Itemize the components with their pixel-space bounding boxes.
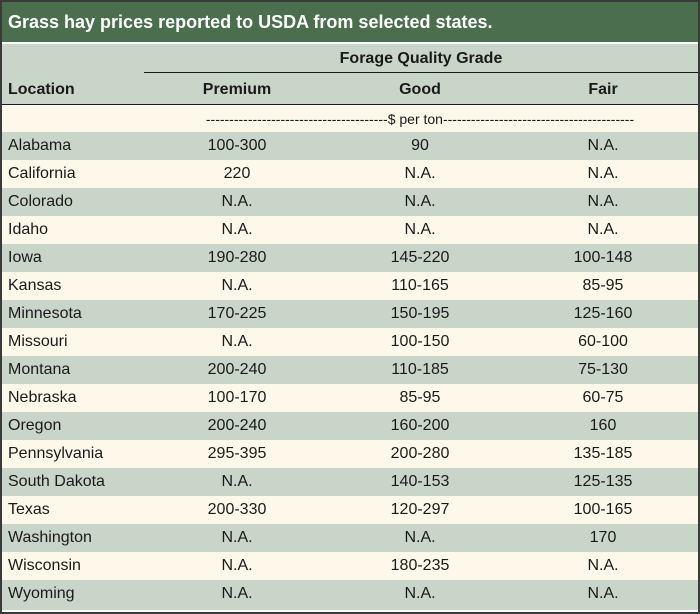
table-row: Idaho N.A. N.A. N.A. <box>2 216 698 244</box>
cell-premium: 220 <box>223 165 251 182</box>
cell-good: 160-200 <box>390 417 450 434</box>
cell-location: Idaho <box>8 221 49 238</box>
cell-location: Wisconsin <box>8 557 81 574</box>
cell-premium: 200-330 <box>207 501 267 518</box>
table-row: Wyoming N.A. N.A. N.A. <box>2 580 698 610</box>
group-header-forage-quality: Forage Quality Grade <box>339 50 503 67</box>
table-header: Forage Quality Grade Location Premium Go… <box>2 44 698 104</box>
cell-good: 110-185 <box>391 361 449 378</box>
cell-fair: N.A. <box>587 221 619 238</box>
cell-good: N.A. <box>404 193 436 210</box>
cell-fair: 125-160 <box>573 305 633 322</box>
cell-premium: 190-280 <box>207 249 267 266</box>
column-header-good: Good <box>399 81 441 98</box>
table-title: Grass hay prices reported to USDA from s… <box>2 2 698 42</box>
cell-premium: 170-225 <box>207 305 267 322</box>
cell-premium: N.A. <box>221 333 253 350</box>
cell-premium: N.A. <box>221 529 253 546</box>
table-row: Nebraska 100-170 85-95 60-75 <box>2 384 698 412</box>
cell-location: Minnesota <box>8 305 82 322</box>
cell-good: 180-235 <box>390 557 450 574</box>
cell-good: 120-297 <box>390 501 450 518</box>
cell-location: California <box>8 165 76 182</box>
cell-location: Nebraska <box>8 389 77 406</box>
cell-fair: N.A. <box>587 585 619 602</box>
cell-premium: 295-395 <box>207 445 267 462</box>
table-row: Texas 200-330 120-297 100-165 <box>2 496 698 524</box>
cell-location: Missouri <box>8 333 68 350</box>
column-header-location: Location <box>8 81 75 98</box>
table-body: Alabama 100-300 90 N.A. California 220 N.A. N.A… <box>2 132 698 610</box>
cell-good: 200-280 <box>390 445 450 462</box>
cell-fair: 75-130 <box>578 361 628 378</box>
cell-fair: 100-148 <box>573 249 633 266</box>
table-row: South Dakota N.A. 140-153 125-135 <box>2 468 698 496</box>
table-row: Oregon 200-240 160-200 160 <box>2 412 698 440</box>
cell-location: Wyoming <box>8 585 75 602</box>
cell-location: Kansas <box>8 277 62 294</box>
cell-good: 85-95 <box>399 389 441 406</box>
cell-location: Iowa <box>8 249 42 266</box>
table-row: Kansas N.A. 110-165 85-95 <box>2 272 698 300</box>
cell-fair: 135-185 <box>573 445 633 462</box>
cell-good: 140-153 <box>390 473 450 490</box>
cell-fair: N.A. <box>587 137 619 154</box>
cell-good: 150-195 <box>390 305 450 322</box>
table-row: Colorado N.A. N.A. N.A. <box>2 188 698 216</box>
cell-fair: N.A. <box>587 193 619 210</box>
table-row: Montana 200-240 110-185 75-130 <box>2 356 698 384</box>
cell-location: Washington <box>8 529 92 546</box>
cell-premium: 100-300 <box>207 137 267 154</box>
table-row: Iowa 190-280 145-220 100-148 <box>2 244 698 272</box>
table-row: Alabama 100-300 90 N.A. <box>2 132 698 160</box>
cell-location: Texas <box>8 501 50 518</box>
cell-fair: 85-95 <box>582 277 624 294</box>
cell-good: 90 <box>411 137 429 154</box>
cell-fair: 60-100 <box>578 333 628 350</box>
cell-good: N.A. <box>404 221 436 238</box>
table-row: Wisconsin N.A. 180-235 N.A. <box>2 552 698 580</box>
cell-good: N.A. <box>404 529 436 546</box>
cell-good: 110-165 <box>391 277 449 294</box>
cell-premium: N.A. <box>221 473 253 490</box>
table-row: Washington N.A. N.A. 170 <box>2 524 698 552</box>
cell-premium: 100-170 <box>207 389 267 406</box>
column-header-premium: Premium <box>202 81 272 98</box>
cell-good: 100-150 <box>390 333 450 350</box>
cell-location: South Dakota <box>8 473 105 490</box>
cell-good: N.A. <box>404 585 436 602</box>
units-label: ---------------------------------------$… <box>205 111 635 127</box>
cell-premium: N.A. <box>221 277 253 294</box>
cell-fair: 100-165 <box>573 501 633 518</box>
cell-fair: 170 <box>589 529 617 546</box>
cell-location: Oregon <box>8 417 62 434</box>
cell-premium: 200-240 <box>207 361 267 378</box>
table-row: Pennsylvania 295-395 200-280 135-185 <box>2 440 698 468</box>
cell-good: N.A. <box>404 165 436 182</box>
cell-premium: N.A. <box>221 193 253 210</box>
cell-location: Colorado <box>8 193 73 210</box>
cell-premium: N.A. <box>221 221 253 238</box>
cell-premium: 200-240 <box>207 417 267 434</box>
cell-location: Montana <box>8 361 71 378</box>
cell-premium: N.A. <box>221 557 253 574</box>
cell-location: Alabama <box>8 137 72 154</box>
group-header-rule <box>144 72 698 73</box>
cell-fair: N.A. <box>587 165 619 182</box>
cell-fair: 125-135 <box>573 473 633 490</box>
cell-fair: 160 <box>589 417 617 434</box>
cell-fair: N.A. <box>587 557 619 574</box>
cell-fair: 60-75 <box>582 389 624 406</box>
cell-location: Pennsylvania <box>8 445 104 462</box>
column-header-fair: Fair <box>588 81 618 98</box>
header-rule <box>2 104 698 105</box>
units-row: ---------------------------------------$… <box>2 106 698 132</box>
table-row: Missouri N.A. 100-150 60-100 <box>2 328 698 356</box>
table-row: California 220 N.A. N.A. <box>2 160 698 188</box>
table-row: Minnesota 170-225 150-195 125-160 <box>2 300 698 328</box>
cell-premium: N.A. <box>221 585 253 602</box>
cell-good: 145-220 <box>390 249 450 266</box>
